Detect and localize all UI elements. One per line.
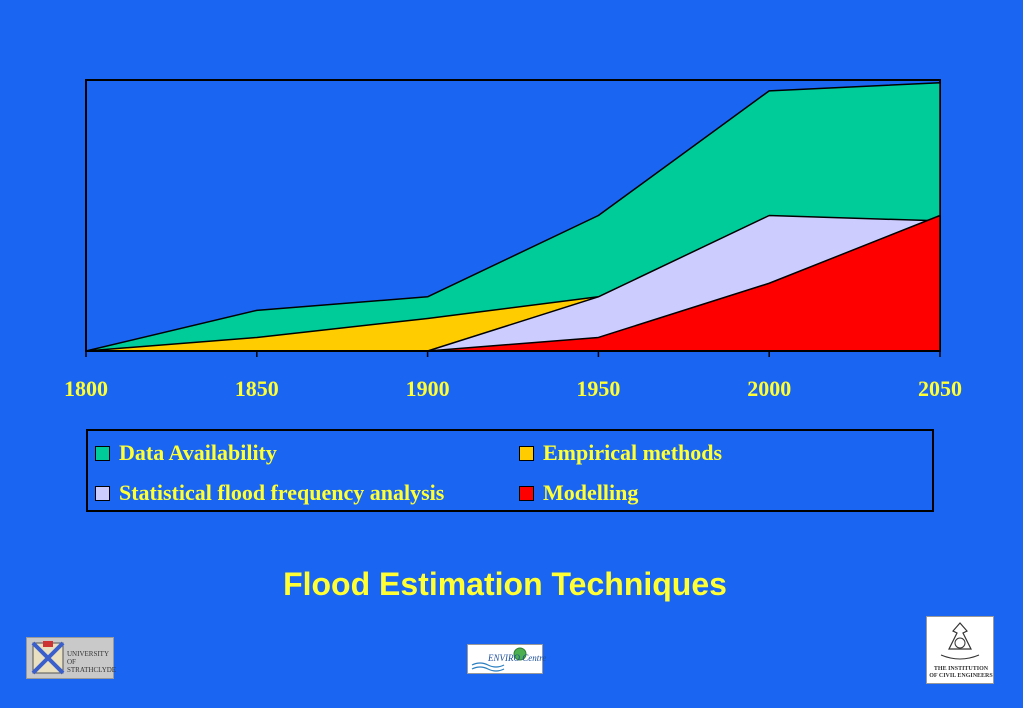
envirocentre-logo: ENVIRO Centre (467, 644, 547, 674)
series-layer (85, 81, 941, 352)
x-ticks: 1800 1850 1900 1950 2000 2050 (64, 351, 962, 401)
legend-label: Modelling (543, 480, 639, 505)
x-tick-label: 1900 (406, 376, 450, 401)
legend-swatch-data-availability (95, 445, 110, 461)
legend-label: Data Availability (119, 440, 277, 465)
legend-swatch-statistical (95, 485, 110, 501)
slide-title: Flood Estimation Techniques (283, 566, 727, 602)
legend-item-modelling: Modelling (519, 480, 638, 506)
legend-item-empirical-methods: Empirical methods (519, 440, 722, 466)
envirocentre-wave-icon (471, 647, 527, 672)
x-tick-label: 2050 (918, 376, 962, 401)
legend-label: Empirical methods (543, 440, 723, 465)
x-tick-label: 1850 (235, 376, 279, 401)
strathclyde-logo: UNIVERSITY OF STRATHCLYDE (26, 637, 117, 679)
legend-swatch-empirical-methods (519, 445, 534, 461)
envirocentre-text: ENVIRO Centre (488, 653, 547, 663)
ice-crest-icon (940, 622, 980, 660)
x-tick-label: 1950 (576, 376, 620, 401)
legend-item-data-availability: Data Availability (95, 440, 277, 466)
x-tick-label: 2000 (747, 376, 791, 401)
area-chart: 1800 1850 1900 1950 2000 2050 (64, 79, 962, 401)
legend-label: Statistical flood frequency analysis (119, 480, 445, 505)
ice-text: THE INSTITUTION OF CIVIL ENGINEERS (929, 666, 993, 679)
legend-swatch-modelling (519, 485, 534, 501)
strathclyde-crest-icon (31, 641, 65, 675)
ice-logo: THE INSTITUTION OF CIVIL ENGINEERS (926, 616, 994, 684)
x-tick-label: 1800 (64, 376, 108, 401)
legend-item-statistical: Statistical flood frequency analysis (95, 480, 444, 506)
strathclyde-text: UNIVERSITY OF STRATHCLYDE (67, 650, 117, 674)
chart-legend: Data Availability Empirical methods Stat… (86, 429, 934, 512)
